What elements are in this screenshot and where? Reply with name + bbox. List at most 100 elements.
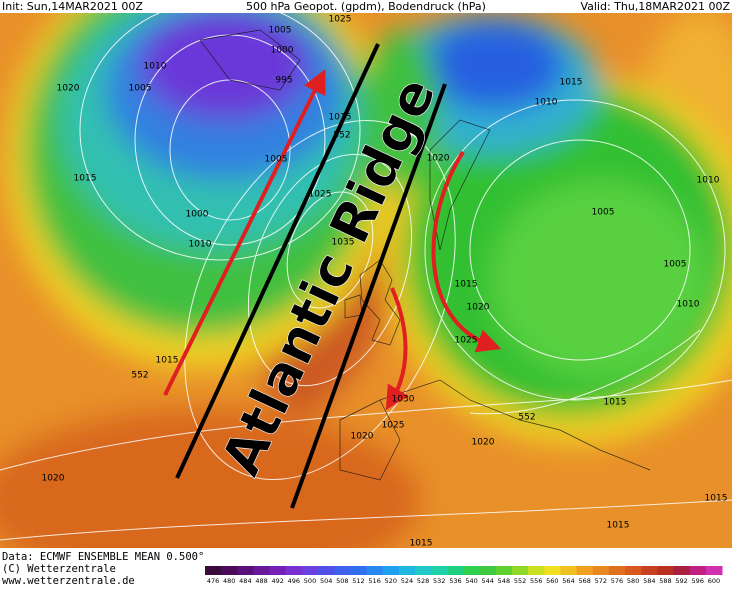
isobar-label: 1025 — [382, 421, 405, 431]
colorbar-segment — [479, 566, 497, 575]
colorbar-label: 596 — [692, 577, 704, 585]
colorbar-label: 548 — [498, 577, 510, 585]
coastlines — [199, 29, 651, 481]
colorbar-segment — [608, 566, 626, 575]
colorbar-segment — [673, 566, 691, 575]
colorbar-label: 536 — [449, 577, 461, 585]
colorbar-segment — [221, 566, 238, 575]
colorbar-label: 484 — [239, 577, 251, 585]
flow-arrow — [163, 69, 326, 396]
isobar-label: 1015 — [74, 174, 97, 184]
colorbar-segment — [237, 566, 254, 575]
colorbar-segment — [528, 566, 545, 575]
colorbar-label: 532 — [433, 577, 445, 585]
colorbar-segment — [641, 566, 658, 575]
colorbar-label: 572 — [595, 577, 607, 585]
isobar-label: 552 — [131, 371, 148, 381]
isobar-label: 1020 — [472, 438, 495, 448]
isobar-label: 1005 — [664, 260, 687, 270]
isobar-label: 552 — [333, 131, 350, 141]
colorbar: 476 480 484 488 492 496 500 504 508 512 516 520 524 5… — [205, 566, 723, 585]
isobar-label: 1010 — [189, 240, 212, 250]
isobar-label: 1010 — [144, 62, 167, 72]
colorbar-label: 480 — [223, 577, 235, 585]
isobar-label: 1025 — [455, 336, 478, 346]
ridge-axis-line — [175, 43, 380, 479]
colorbar-label: 580 — [627, 577, 639, 585]
colorbar-label: 588 — [659, 577, 671, 585]
isobar-label: 1025 — [329, 15, 352, 25]
isobar-label: 1015 — [705, 494, 728, 504]
colorbar-segment — [625, 566, 642, 575]
colorbar-label: 488 — [255, 577, 267, 585]
colorbar-label: 512 — [352, 577, 364, 585]
flow-arrow — [431, 150, 502, 353]
colorbar-label: 592 — [675, 577, 687, 585]
colorbar-label: 476 — [207, 577, 219, 585]
colorbar-segment — [285, 566, 303, 575]
colorbar-label: 504 — [320, 577, 332, 585]
colorbar-segment — [705, 566, 723, 575]
isobars — [0, 13, 732, 541]
isobar-label: 995 — [275, 76, 292, 86]
isobar-label: 1015 — [455, 280, 478, 290]
isobar-label: 1020 — [351, 432, 374, 442]
colorbar-label: 584 — [643, 577, 655, 585]
colorbar-label: 524 — [401, 577, 413, 585]
isobar-label: 552 — [518, 413, 535, 423]
colorbar-segment — [689, 566, 707, 575]
isobar-label: 1015 — [560, 78, 583, 88]
colorbar-label: 508 — [336, 577, 348, 585]
colorbar-segment — [431, 566, 448, 575]
colorbar-label: 540 — [465, 577, 477, 585]
colorbar-segment — [350, 566, 368, 575]
colorbar-label: 492 — [271, 577, 283, 585]
isobar-label: 1035 — [332, 238, 355, 248]
isobar-labels: 1005 1000 995 1010 1005 1020 1015 1000 1010 1005 1… — [42, 15, 728, 549]
colorbar-label: 600 — [708, 577, 720, 585]
isobar-label: 1010 — [697, 176, 720, 186]
colorbar-segment — [592, 566, 610, 575]
colorbar-segment — [657, 566, 675, 575]
colorbar-segment — [463, 566, 481, 575]
isobar-label: 1010 — [535, 98, 558, 108]
colorbar-label: 556 — [530, 577, 542, 585]
colorbar-label: 516 — [368, 577, 380, 585]
colorbar-label: 568 — [578, 577, 590, 585]
colorbar-segment — [447, 566, 464, 575]
isobar-label: 1005 — [129, 84, 152, 94]
colorbar-label: 500 — [304, 577, 316, 585]
colorbar-segment — [318, 566, 335, 575]
ridge-axis-line — [290, 83, 447, 509]
colorbar-label: 576 — [611, 577, 623, 585]
isobar-label: 1015 — [329, 113, 352, 123]
isobar-label: 1020 — [427, 154, 450, 164]
colorbar-label: 528 — [417, 577, 429, 585]
isobar-label: 1025 — [309, 190, 332, 200]
isobar-label: 1020 — [467, 303, 490, 313]
init-time: Init: Sun,14MAR2021 00Z — [2, 0, 143, 13]
colorbar-segment — [205, 566, 222, 575]
colorbar-segment — [269, 566, 287, 575]
isobar-label: 1000 — [271, 46, 294, 56]
colorbar-segment — [398, 566, 416, 575]
isobar-label: 1030 — [392, 395, 415, 405]
colorbar-label: 544 — [482, 577, 494, 585]
colorbar-segment — [415, 566, 432, 575]
isobar-label: 1005 — [592, 208, 615, 218]
isobar-label: 1010 — [677, 300, 700, 310]
isobar-label: 1020 — [57, 84, 80, 94]
isobar-label: 1015 — [410, 539, 433, 549]
colorbar-segment — [544, 566, 561, 575]
isobar-label: 1015 — [156, 356, 179, 366]
colorbar-label: 564 — [562, 577, 574, 585]
data-source: Data: ECMWF ENSEMBLE MEAN 0.500° — [2, 551, 204, 563]
colorbar-label: 560 — [546, 577, 558, 585]
colorbar-segment — [495, 566, 513, 575]
colorbar-segment — [253, 566, 271, 575]
colorbar-label: 520 — [385, 577, 397, 585]
colorbar-segment — [366, 566, 384, 575]
flow-arrow — [385, 287, 409, 411]
